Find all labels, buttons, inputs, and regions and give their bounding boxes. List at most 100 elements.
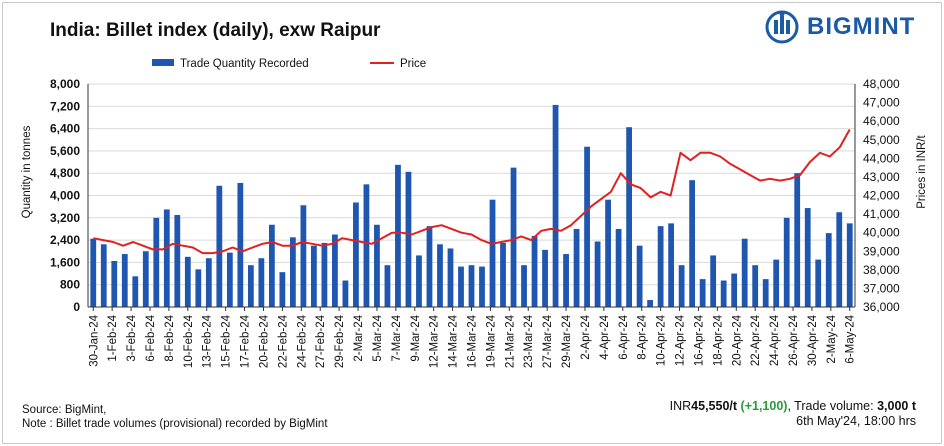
y-tick-label: 8,000 [50, 77, 80, 91]
y2-tick-label: 41,000 [863, 207, 900, 221]
bar [699, 279, 706, 307]
legend-bar-swatch [152, 59, 174, 66]
bar [521, 265, 527, 307]
x-tick-label: 2-May-24 [826, 314, 838, 363]
bar [794, 173, 801, 307]
bar [773, 259, 780, 307]
bar [268, 224, 275, 307]
x-tick-label: 10-Apr-24 [656, 314, 668, 366]
bar [531, 235, 538, 307]
y-tick-label: 3,200 [50, 211, 80, 225]
bar [258, 258, 265, 307]
volume-label: , Trade volume: [787, 399, 874, 413]
bar [279, 272, 286, 307]
y-tick-label: 800 [60, 278, 80, 292]
price-prefix: INR [669, 399, 692, 413]
x-tick-label: 6-Feb-24 [145, 314, 157, 361]
y2-tick-label: 43,000 [863, 170, 900, 184]
bar [762, 279, 769, 307]
bar [815, 259, 822, 307]
bar [594, 241, 601, 307]
bar [542, 249, 548, 307]
x-tick-label: 16-Apr-24 [693, 314, 705, 366]
bar [205, 258, 212, 307]
x-tick-label: 7-Mar-24 [391, 314, 403, 361]
x-tick-label: 1-Feb-24 [107, 314, 119, 361]
x-tick-label: 21-Mar-24 [504, 314, 516, 368]
bar [342, 280, 349, 307]
x-tick-label: 14-Mar-24 [448, 314, 460, 368]
y-tick-label: 1,600 [50, 255, 80, 269]
y2-tick-label: 48,000 [863, 77, 900, 91]
billet-chart: Trade Quantity Recorded Price 0 800 1,600 2… [21, 58, 928, 368]
bar [783, 217, 790, 307]
x-tick-label: 29-Feb-24 [334, 314, 346, 368]
bar [226, 252, 233, 307]
x-tick-label: 22-Apr-24 [750, 314, 762, 366]
footer-notes: Source: BigMint, Note : Billet trade vol… [22, 403, 328, 431]
bar [142, 251, 149, 307]
x-tick-label: 2-Mar-24 [353, 314, 365, 361]
bar [741, 238, 748, 307]
bar [657, 226, 664, 307]
x-tick-label: 8-Feb-24 [164, 314, 176, 361]
volume-value: 3,000 t [877, 399, 916, 413]
brand-mark-icon [765, 10, 799, 44]
y2-tick-label: 37,000 [863, 281, 900, 295]
x-tick-label: 5-Mar-24 [372, 314, 384, 361]
bar [332, 234, 338, 307]
y2-tick-label: 40,000 [863, 226, 900, 240]
x-tick-label: 22-Feb-24 [277, 314, 289, 368]
bar [216, 185, 223, 307]
bar [731, 273, 738, 307]
bar [184, 256, 191, 307]
chart-title: India: Billet index (daily), exw Raipur [50, 20, 381, 41]
x-tick-label: 17-Feb-24 [240, 314, 252, 368]
x-tick-label: 8-Apr-24 [637, 314, 649, 359]
bar [689, 180, 696, 307]
bar [584, 146, 590, 307]
bar [479, 266, 485, 307]
y2-tick-label: 45,000 [863, 133, 900, 147]
x-tick-label: 13-Feb-24 [202, 314, 214, 368]
x-tick-label: 20-Feb-24 [259, 314, 271, 368]
y-tick-label: 4,000 [50, 189, 80, 203]
y-tick-label: 4,800 [50, 166, 80, 180]
bar [626, 127, 632, 307]
price-line [93, 129, 851, 255]
brand-name: BIGMINT [807, 13, 916, 40]
bar [510, 167, 517, 307]
x-tick-label: 6-Apr-24 [618, 314, 630, 359]
x-tick-label: 27-Mar-24 [542, 314, 554, 368]
bar [500, 242, 506, 307]
x-tick-label: 19-Mar-24 [485, 314, 497, 368]
bar [90, 238, 97, 307]
bar [668, 223, 675, 307]
x-tick-label: 18-Apr-24 [712, 314, 724, 366]
y2-tick-label: 39,000 [863, 244, 900, 258]
bar [426, 226, 433, 307]
bar [468, 265, 475, 307]
bar [321, 242, 328, 307]
bar [563, 254, 569, 307]
x-tick-label: 6-May-24 [845, 314, 857, 363]
y2-axis-label: Prices in INR/t [916, 134, 928, 208]
x-tick-label: 3-Feb-24 [126, 314, 138, 361]
gridlines [88, 83, 855, 286]
timestamp: 6th May'24, 18:00 hrs [796, 414, 916, 428]
x-tick-label: 12-Mar-24 [429, 314, 441, 368]
bar [384, 265, 391, 307]
legend: Trade Quantity Recorded Price [152, 58, 426, 70]
x-tick-label: 12-Apr-24 [675, 314, 687, 366]
bar [311, 245, 317, 307]
bar [395, 164, 401, 307]
y2-tick-label: 38,000 [863, 263, 900, 277]
bar [374, 224, 380, 307]
price-summary: INR45,550/t (+1,100), Trade volume: 3,00… [670, 399, 916, 429]
x-tick-label: 27-Feb-24 [315, 314, 327, 368]
bar [132, 276, 139, 307]
y-tick-label: 0 [73, 300, 80, 314]
bar [605, 199, 611, 307]
note-text: Note : Billet trade volumes (provisional… [22, 418, 328, 430]
x-tick-label: 29-Mar-24 [561, 314, 573, 368]
